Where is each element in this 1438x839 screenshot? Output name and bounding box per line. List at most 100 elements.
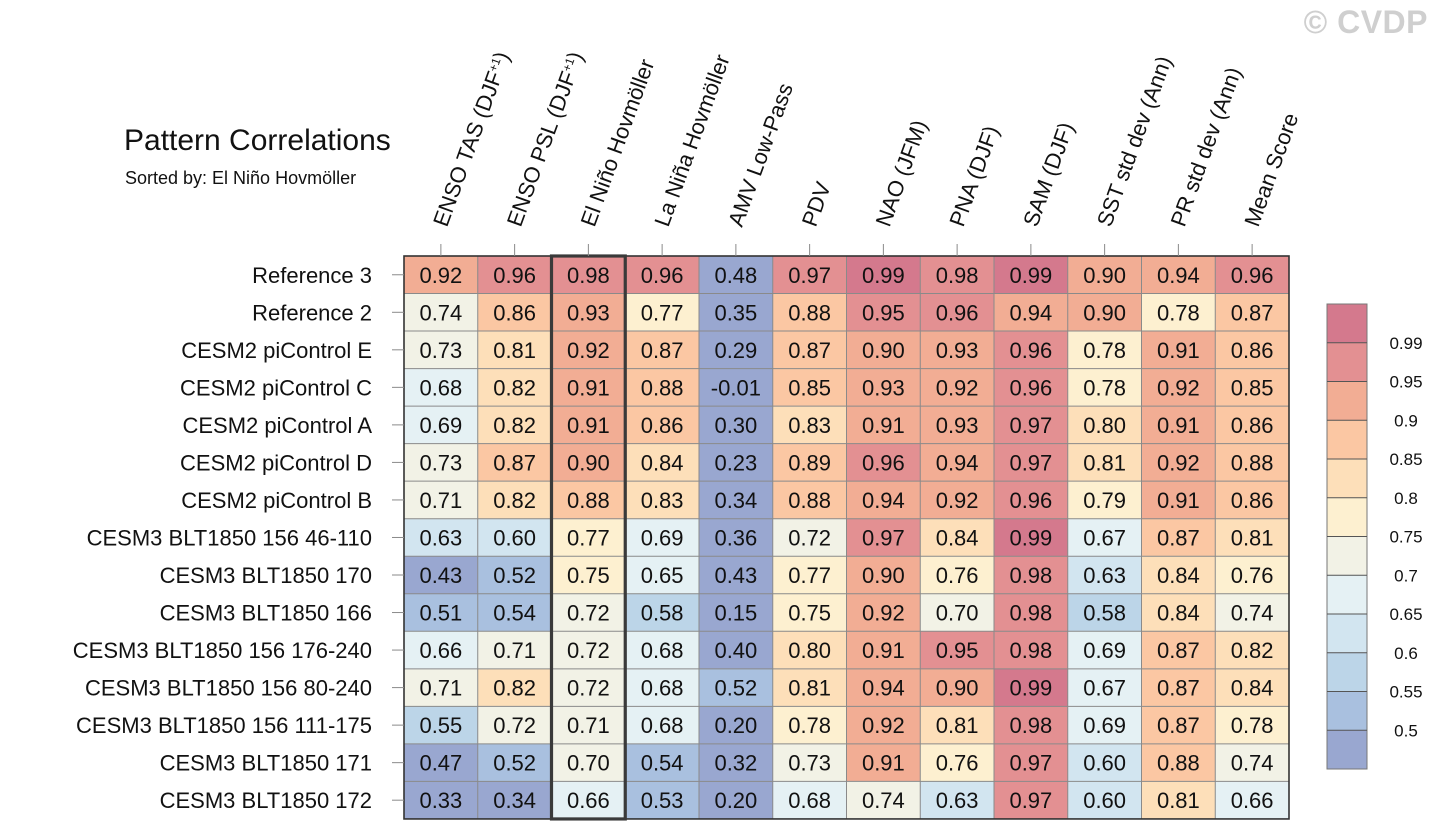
cell-value: 0.99 bbox=[1009, 676, 1052, 701]
cell-value: 0.71 bbox=[567, 713, 610, 738]
row-label: Reference 3 bbox=[252, 263, 372, 288]
heatmap-cell bbox=[846, 631, 921, 669]
cell-value: 0.43 bbox=[714, 563, 757, 588]
heatmap-cell bbox=[551, 331, 626, 369]
heatmap-cell bbox=[1215, 406, 1289, 444]
heatmap-cell bbox=[1067, 706, 1142, 744]
watermark: © CVDP bbox=[1303, 4, 1428, 40]
column-label: SAM (DJF) bbox=[1018, 119, 1079, 230]
cell-value: 0.88 bbox=[788, 300, 831, 325]
heatmap-cell bbox=[994, 443, 1068, 482]
colorbar: 0.5 0.55 0.6 0.65 0.7 0.75 0.8 0.85 0.9 0.95 0.99 bbox=[1326, 303, 1423, 770]
cell-value: 0.69 bbox=[1083, 638, 1126, 663]
heatmap-cell bbox=[1141, 518, 1216, 557]
heatmap-cell bbox=[920, 331, 994, 369]
cell-value: 0.84 bbox=[936, 525, 979, 550]
cell-value: 0.71 bbox=[419, 488, 462, 513]
cell-value: 0.87 bbox=[1231, 300, 1274, 325]
heatmap-cell bbox=[994, 368, 1068, 407]
heatmap-cell bbox=[920, 406, 994, 444]
cell-value: 0.77 bbox=[788, 563, 831, 588]
cell-value: 0.67 bbox=[1083, 676, 1126, 701]
heatmap-cell bbox=[1067, 368, 1142, 407]
column-labels: ENSO TAS (DJF+1)ENSO PSL (DJF+1)El Niño … bbox=[428, 48, 1303, 256]
heatmap-cell bbox=[772, 443, 847, 482]
cell-value: 0.87 bbox=[1157, 525, 1200, 550]
heatmap-cell bbox=[477, 331, 552, 369]
cell-value: 0.92 bbox=[862, 601, 905, 626]
row-label: CESM3 BLT1850 156 46-110 bbox=[87, 525, 372, 550]
heatmap-cell bbox=[920, 518, 994, 557]
heatmap-cell bbox=[994, 256, 1068, 294]
heatmap-cell bbox=[994, 743, 1068, 782]
heatmap-cell bbox=[994, 706, 1068, 744]
heatmap-cell bbox=[994, 631, 1068, 669]
cell-value: 0.78 bbox=[1083, 338, 1126, 363]
heatmap-cell bbox=[1215, 781, 1289, 819]
row-label: Reference 2 bbox=[252, 300, 372, 325]
heatmap-cell bbox=[1067, 668, 1142, 707]
column-label: ENSO TAS (DJF+1) bbox=[428, 48, 514, 229]
cell-value: 0.97 bbox=[1009, 751, 1052, 776]
cell-value: 0.60 bbox=[1083, 751, 1126, 776]
cell-value: 0.78 bbox=[788, 713, 831, 738]
cell-value: 0.91 bbox=[1157, 488, 1200, 513]
heatmap-cell bbox=[551, 406, 626, 444]
cell-value: 0.63 bbox=[419, 525, 462, 550]
row-label: CESM2 piControl A bbox=[182, 413, 372, 438]
cell-value: 0.80 bbox=[1083, 413, 1126, 438]
heatmap-cell bbox=[1067, 331, 1142, 369]
heatmap-cell bbox=[477, 593, 552, 632]
cell-value: 0.58 bbox=[1083, 601, 1126, 626]
heatmap-cell bbox=[1067, 518, 1142, 557]
cell-value: 0.98 bbox=[1009, 713, 1052, 738]
cell-value: 0.90 bbox=[936, 676, 979, 701]
heatmap-cell bbox=[1215, 668, 1289, 707]
colorbar-segment bbox=[1327, 652, 1367, 692]
cell-value: 0.93 bbox=[862, 375, 905, 400]
colorbar-label: 0.85 bbox=[1389, 450, 1422, 469]
cell-value: 0.63 bbox=[936, 788, 979, 813]
row-label: CESM3 BLT1850 166 bbox=[160, 601, 372, 626]
heatmap-cell bbox=[477, 668, 552, 707]
cell-value: 0.72 bbox=[567, 601, 610, 626]
cell-value: 0.65 bbox=[641, 563, 684, 588]
heatmap-cell bbox=[699, 668, 773, 707]
heatmap-cell bbox=[477, 556, 552, 594]
heatmap-cell bbox=[846, 443, 921, 482]
cell-value: 0.86 bbox=[641, 413, 684, 438]
heatmap-cell bbox=[920, 556, 994, 594]
cell-value: 0.92 bbox=[567, 338, 610, 363]
cell-value: 0.52 bbox=[714, 676, 757, 701]
heatmap-cell bbox=[1141, 631, 1216, 669]
cell-value: 0.81 bbox=[788, 676, 831, 701]
heatmap-cell bbox=[699, 781, 773, 819]
heatmap-cell bbox=[477, 256, 552, 294]
heatmap-cell bbox=[1141, 368, 1216, 407]
cell-value: 0.82 bbox=[493, 375, 536, 400]
heatmap-cell bbox=[1141, 443, 1216, 482]
heatmap-cell bbox=[1067, 556, 1142, 594]
heatmap-cell bbox=[477, 481, 552, 519]
cell-value: 0.71 bbox=[419, 676, 462, 701]
cell-value: 0.82 bbox=[493, 413, 536, 438]
heatmap-cell bbox=[1141, 781, 1216, 819]
cell-value: 0.53 bbox=[641, 788, 684, 813]
row-label: CESM3 BLT1850 156 176-240 bbox=[73, 638, 372, 663]
cell-value: 0.83 bbox=[788, 413, 831, 438]
cell-value: 0.60 bbox=[493, 525, 536, 550]
heatmap-cell bbox=[920, 781, 994, 819]
colorbar-label: 0.65 bbox=[1389, 605, 1422, 624]
heatmap-cell bbox=[625, 331, 699, 369]
cell-value: 0.66 bbox=[1231, 788, 1274, 813]
cell-value: 0.74 bbox=[1231, 751, 1274, 776]
heatmap-cell bbox=[772, 556, 847, 594]
cell-value: 0.89 bbox=[788, 450, 831, 475]
heatmap-cell bbox=[846, 781, 921, 819]
cell-value: 0.88 bbox=[1157, 751, 1200, 776]
cell-value: 0.81 bbox=[1157, 788, 1200, 813]
cell-value: 0.73 bbox=[788, 751, 831, 776]
heatmap-cell bbox=[625, 406, 699, 444]
cell-value: 0.87 bbox=[1157, 638, 1200, 663]
cell-value: 0.72 bbox=[493, 713, 536, 738]
